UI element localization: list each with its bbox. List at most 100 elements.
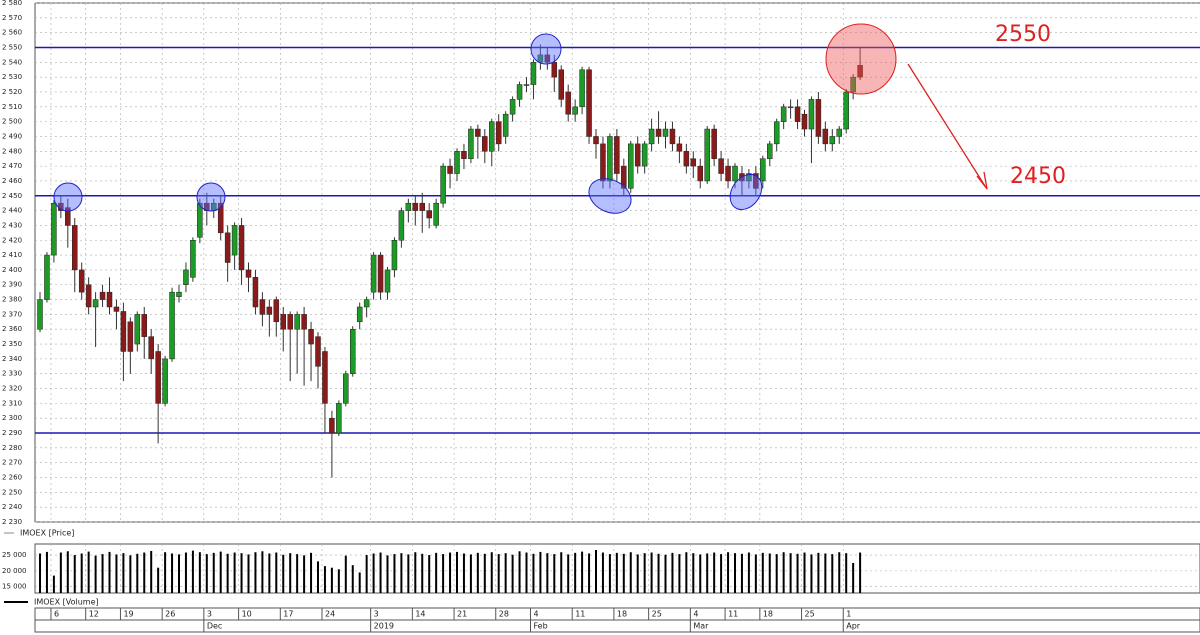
candle-body <box>794 106 801 122</box>
candle-body <box>162 358 168 404</box>
candle-body <box>753 173 759 189</box>
candle-body <box>273 299 280 323</box>
candle-body <box>558 69 564 100</box>
candle-body <box>259 299 266 315</box>
y-tick-label: 2 390 <box>2 281 22 289</box>
candle-body <box>711 128 717 159</box>
candle-body <box>836 128 842 137</box>
y-tick-label: 2 370 <box>2 310 22 318</box>
candle-body <box>217 202 224 234</box>
x-tick-label: 1 <box>846 610 851 619</box>
candle-body <box>648 128 655 145</box>
x-tick-label: 25 <box>652 610 662 619</box>
volume-tick-label: 25 000 <box>2 551 27 559</box>
candle-body <box>718 158 724 174</box>
candle-body <box>760 158 766 182</box>
y-tick-label: 2 450 <box>2 192 22 200</box>
candle-body <box>169 291 175 360</box>
candle-body <box>815 99 822 137</box>
candle-body <box>322 351 328 404</box>
y-tick-label: 2 410 <box>2 251 22 259</box>
candle-body <box>461 151 467 159</box>
candle-body <box>78 269 85 293</box>
candle-body <box>224 232 231 263</box>
candle-body <box>447 165 453 174</box>
x-tick-label: 14 <box>415 610 425 619</box>
arrow-head <box>976 171 988 190</box>
candle-body <box>725 165 731 182</box>
x-tick-label: 25 <box>805 610 815 619</box>
candle-body <box>593 136 599 145</box>
candle-body <box>502 113 509 137</box>
candle-body <box>843 91 849 130</box>
x-tick-label: 21 <box>457 610 467 619</box>
candle-body <box>85 284 92 308</box>
candle-body <box>683 151 690 167</box>
y-tick-label: 2 320 <box>2 385 22 393</box>
y-tick-label: 2 550 <box>2 43 22 51</box>
volume-tick-label: 20 000 <box>2 567 27 575</box>
candle-body <box>141 314 147 337</box>
candle-body <box>398 210 405 241</box>
y-tick-label: 2 260 <box>2 474 22 482</box>
y-tick-label: 2 400 <box>2 266 22 274</box>
candle-body <box>780 106 787 122</box>
candle-body <box>426 210 432 219</box>
candle-body <box>356 306 363 323</box>
candle-body <box>468 128 474 159</box>
highlight-circle <box>196 182 226 212</box>
candle-body <box>294 314 300 330</box>
y-tick-label: 2 560 <box>2 29 22 37</box>
x-tick-label: 18 <box>763 610 773 619</box>
candle-body <box>697 165 703 182</box>
candle-body <box>363 299 370 308</box>
candle-body <box>120 311 127 352</box>
candle-body <box>440 165 446 204</box>
candle-body <box>572 106 578 115</box>
candle-body <box>746 173 752 182</box>
y-tick-label: 2 330 <box>2 370 22 378</box>
x-tick-label: 11 <box>728 610 738 619</box>
candle-body <box>231 225 238 256</box>
y-tick-label: 2 360 <box>2 325 22 333</box>
candle-body <box>266 306 273 315</box>
candle-body <box>579 69 585 108</box>
candle-body <box>155 351 161 404</box>
y-tick-label: 2 240 <box>2 503 22 511</box>
candle-body <box>565 91 571 115</box>
candle-body <box>308 328 314 345</box>
y-tick-label: 2 510 <box>2 103 22 111</box>
candle-body <box>850 76 856 93</box>
candle-body <box>544 54 551 63</box>
x-tick-label: 24 <box>325 610 335 619</box>
candle-body <box>655 128 662 137</box>
month-label: 2019 <box>374 622 394 631</box>
price-legend: IMOEX [Price] <box>20 529 74 538</box>
y-tick-label: 2 300 <box>2 414 22 422</box>
candle-body <box>280 314 286 330</box>
candle-body <box>475 128 481 137</box>
candle-body <box>315 336 321 367</box>
arrow <box>907 63 986 187</box>
candle-body <box>607 136 613 182</box>
candle-body <box>245 269 252 278</box>
y-tick-label: 2 310 <box>2 399 22 407</box>
x-tick-label: 11 <box>575 610 585 619</box>
candle-body <box>106 291 113 308</box>
candle-body <box>405 202 412 211</box>
highlight-circle <box>53 182 83 212</box>
candle-body <box>662 128 669 137</box>
candle-body <box>377 254 384 293</box>
candle-body <box>767 143 773 159</box>
candle-body <box>822 128 829 145</box>
y-tick-label: 2 580 <box>2 0 22 7</box>
highlight-circle <box>825 23 897 95</box>
candle-body <box>676 143 683 152</box>
candle-body <box>391 240 398 271</box>
x-tick-label: 19 <box>123 610 133 619</box>
candle-body <box>44 254 50 300</box>
volume-legend: IMOEX [Volume] <box>34 598 99 607</box>
candle-body <box>134 314 141 345</box>
highlight-circle <box>588 178 632 214</box>
